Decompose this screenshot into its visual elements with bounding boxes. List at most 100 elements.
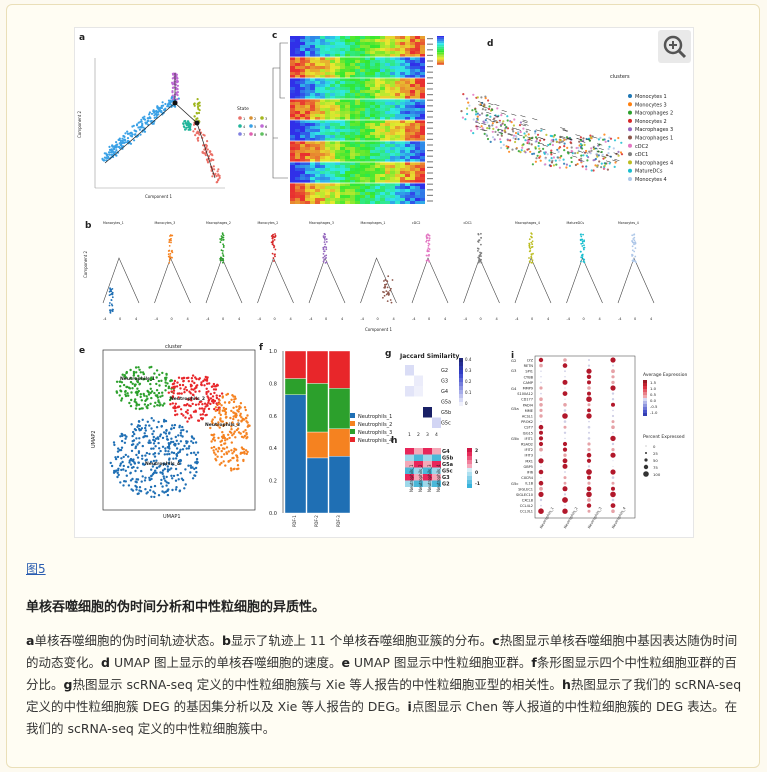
- panel-c-cell: [320, 132, 325, 135]
- panel-b-trajectory: [617, 257, 655, 304]
- panel-c-cell: [360, 201, 365, 204]
- zoom-button[interactable]: [658, 30, 691, 63]
- panel-h-colorbar: [467, 460, 472, 464]
- panel-f-ytick: 0.2: [269, 479, 277, 485]
- panel-c-cell: [365, 126, 370, 129]
- panel-c-cell: [330, 147, 335, 150]
- panel-c-cell: [325, 120, 330, 123]
- panel-e-cell: [242, 448, 245, 451]
- panel-h-cell: [405, 480, 414, 487]
- panel-g-colorbar: [459, 382, 463, 386]
- panel-b-trajectory: [411, 257, 449, 304]
- panel-c-cell: [330, 162, 335, 165]
- panel-c-cell: [325, 96, 330, 99]
- panel-c-cell: [350, 42, 355, 45]
- panel-e-cell: [227, 460, 230, 463]
- panel-c-cell: [395, 174, 400, 177]
- panel-g-cell: [432, 375, 441, 386]
- panel-c-cell: [330, 105, 335, 108]
- panel-c-cell: [310, 195, 315, 198]
- panel-i-gene-label: MMP9: [523, 387, 533, 391]
- panel-c-gene-tick: [427, 38, 433, 40]
- panel-c-cell: [375, 75, 380, 78]
- panel-a-cell: [110, 153, 113, 156]
- panel-e-cell: [187, 447, 190, 450]
- panel-c-cell: [290, 96, 295, 99]
- panel-c-cell: [320, 192, 325, 195]
- panel-d-cell: [544, 157, 547, 160]
- panel-d-cell: [578, 144, 581, 147]
- panel-e-cell: [185, 441, 188, 445]
- panel-c-cell: [350, 36, 355, 39]
- panel-d-cell: [511, 128, 514, 131]
- panel-e-cell: [152, 438, 155, 442]
- panel-d-cell: [476, 127, 479, 130]
- panel-c-cell: [350, 93, 355, 96]
- panel-c-cell: [410, 117, 415, 120]
- panel-c-cell: [420, 177, 425, 180]
- panel-e-cell: [127, 484, 131, 487]
- caption-part-text: 热图显示了我们的 scRNA-seq 定义的中性粒细胞簇 DEG 的基因集分析以…: [26, 677, 742, 714]
- panel-c-cell: [290, 84, 295, 87]
- panel-c-cell: [355, 57, 360, 60]
- panel-c-cell: [345, 150, 350, 153]
- panel-c-cell: [340, 189, 345, 192]
- panel-c-cell: [410, 96, 415, 99]
- panel-e-cell: [242, 430, 245, 433]
- panel-b-cell: [427, 234, 430, 237]
- panel-e-cell: [109, 461, 112, 465]
- panel-b-cell: [478, 257, 481, 260]
- panel-b-tick: -4: [567, 317, 571, 321]
- figure-5-image[interactable]: a b c d e f g h i Component 1 Component 2 State 1 2 3 4…: [74, 27, 694, 538]
- panel-c-cell: [415, 186, 420, 189]
- panel-f-bar-segment: [306, 383, 329, 433]
- panel-c-cell: [420, 189, 425, 192]
- panel-e-cell: [190, 399, 193, 402]
- panel-h-colorbar: [467, 484, 472, 488]
- panel-a-cell: [193, 115, 196, 118]
- panel-c-cell: [415, 168, 420, 171]
- panel-d-arrow: [489, 120, 495, 123]
- panel-d-cell: [596, 164, 599, 167]
- panel-c-cell: [295, 93, 300, 96]
- panel-c-cell: [305, 132, 310, 135]
- panel-c-cell: [390, 174, 395, 177]
- panel-i-dot: [562, 508, 568, 514]
- panel-i-dot: [540, 465, 542, 468]
- panel-d-cell: [589, 136, 592, 139]
- panel-b-cell: [384, 283, 386, 286]
- panel-i-gene-label: SPI1: [525, 370, 533, 374]
- panel-c-cell: [400, 195, 405, 198]
- panel-c-cell: [295, 78, 300, 81]
- panel-d-cell: [552, 164, 555, 167]
- panel-d-cell: [522, 143, 525, 146]
- panel-e-cell: [165, 428, 168, 432]
- panel-c-cell: [405, 192, 410, 195]
- panel-c-cell: [390, 36, 395, 39]
- panel-e-cell: [131, 382, 134, 385]
- panel-a-cell: [197, 102, 200, 105]
- panel-c-cell: [420, 72, 425, 75]
- panel-c-cell: [290, 105, 295, 108]
- panel-c-gene-tick: [427, 150, 433, 152]
- panel-d-cell: [577, 146, 580, 149]
- panel-c-cell: [380, 138, 385, 141]
- panel-c-cell: [420, 111, 425, 114]
- panel-c-cell: [290, 150, 295, 153]
- panel-a-cell: [197, 111, 201, 115]
- panel-a-cell: [119, 139, 123, 142]
- panel-g-title: Jaccard Similarity: [399, 353, 459, 360]
- panel-h-scale-label: -1: [475, 481, 480, 487]
- panel-e-cell: [239, 402, 243, 405]
- panel-c-cell: [350, 51, 355, 54]
- panel-b-cell: [384, 285, 387, 288]
- panel-c-gene-tick: [427, 71, 433, 73]
- panel-e-cell: [235, 428, 239, 432]
- panel-g-colorbar: [459, 386, 463, 390]
- panel-c-cell: [375, 159, 380, 162]
- panel-b-cell: [323, 259, 325, 261]
- caption-part-letter: b: [221, 633, 231, 648]
- figure-link[interactable]: 图5: [26, 562, 46, 576]
- panel-c-cell: [390, 66, 395, 69]
- panel-e-cell: [227, 433, 230, 436]
